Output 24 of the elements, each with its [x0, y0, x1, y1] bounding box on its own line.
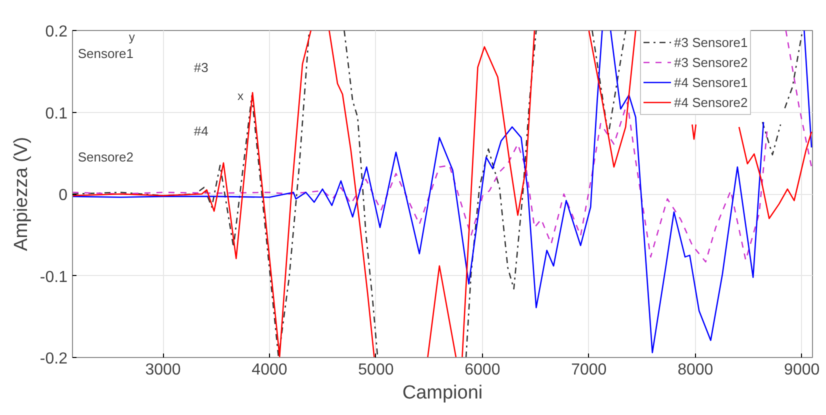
y-tick-label: -0.1 — [40, 268, 68, 286]
annotation: #3 — [194, 60, 208, 75]
legend-label: #4 Sensore2 — [674, 94, 748, 110]
y-tick-label: 0.1 — [45, 105, 68, 122]
annotation: x — [238, 88, 244, 103]
x-tick-label: 3000 — [145, 362, 181, 378]
annotation: Sensore2 — [78, 150, 134, 165]
annotation: y — [128, 30, 135, 44]
y-axis-title: Ampiezza (V) — [10, 136, 32, 252]
y-tick-label: -0.2 — [40, 350, 68, 368]
x-tick-label: 8000 — [678, 362, 714, 378]
x-tick-label: 6000 — [464, 362, 500, 378]
legend-label: #3 Sensore2 — [674, 54, 748, 70]
annotation: #4 — [194, 124, 208, 139]
x-axis-title: Campioni — [402, 382, 483, 404]
legend-label: #4 Sensore1 — [674, 74, 748, 90]
legend-label: #3 Sensore1 — [674, 34, 748, 50]
annotation: Sensore1 — [78, 46, 134, 61]
x-tick-label: 4000 — [252, 362, 288, 378]
x-tick-label: 5000 — [358, 362, 394, 378]
x-tick-label: 9000 — [784, 362, 820, 378]
y-tick-label: 0 — [58, 187, 68, 204]
x-tick-label: 7000 — [571, 362, 607, 378]
y-tick-label: 0.2 — [45, 24, 68, 40]
